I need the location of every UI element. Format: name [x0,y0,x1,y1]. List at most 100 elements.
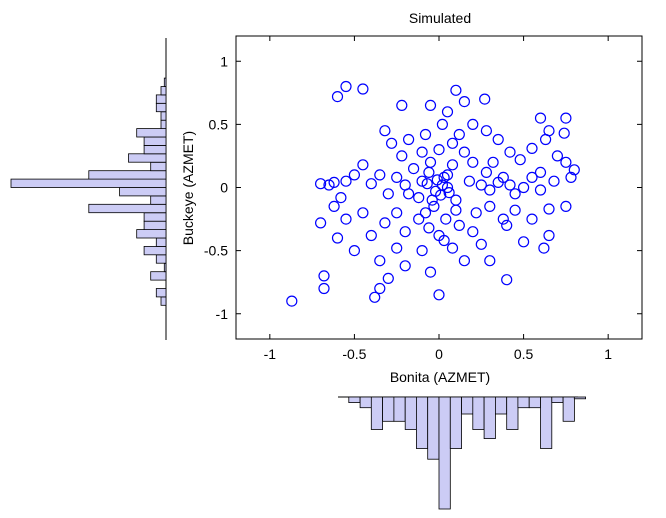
data-point [399,260,411,272]
data-point [379,217,391,229]
data-point [348,245,360,257]
data-point [504,146,516,158]
y-hist-bar [163,262,167,273]
data-point [331,90,344,103]
data-point [509,204,521,216]
data-point [446,159,459,171]
data-point [543,203,555,215]
x-hist-bar [528,396,541,409]
data-points [286,80,580,307]
y-hist-bar [155,94,167,104]
data-point [484,184,496,196]
y-hist-bar [160,296,167,306]
y-tick-label: 0 [220,180,228,196]
data-point [424,99,437,112]
data-point [446,242,459,254]
y-hist-bar [136,128,167,138]
data-point [426,194,438,206]
data-point [501,219,513,231]
x-hist-bar [427,396,440,460]
data-point [374,169,386,181]
data-point [382,272,394,284]
y-hist-bar [160,119,167,129]
data-point [467,226,479,238]
data-point [396,99,408,112]
x-hist-bar [506,396,519,430]
data-point [517,236,530,248]
data-point [318,270,330,282]
data-point [331,232,344,244]
data-point [340,80,352,93]
data-point [534,112,547,124]
x-hist-bar [472,396,485,430]
data-point [458,95,470,108]
data-point [419,128,432,141]
data-point [433,144,445,156]
data-point [379,125,391,137]
data-point [369,291,381,303]
data-point [501,274,513,286]
data-point [423,222,435,234]
data-point [568,164,580,176]
data-point [453,219,465,231]
data-point [480,166,492,178]
data-point [479,93,491,105]
data-point [396,150,408,162]
data-point [357,207,369,219]
x-hist-bar [348,396,361,403]
data-point [374,282,386,295]
data-point [416,175,428,187]
x-hist-bar [540,396,553,449]
y-hist-bar [88,203,167,214]
data-point [374,255,386,267]
y-axis-label: Buckeye (AZMET) [180,131,196,245]
y-tick-label: 0.5 [209,116,229,132]
data-point [421,178,433,190]
data-point [497,213,509,225]
data-point [335,192,347,204]
data-point [424,266,437,278]
y-hist-bar [143,245,167,256]
data-point [428,200,440,212]
data-point [403,188,415,200]
y-hist-bar [155,102,167,113]
data-point [340,213,352,225]
data-point [382,188,394,200]
x-hist-bar [461,396,474,415]
data-point [357,159,369,171]
data-point [315,217,327,229]
data-point [365,229,377,242]
x-tick-label: -0.5 [342,346,366,362]
x-hist-bar [404,396,417,430]
data-point [419,207,432,219]
data-point [441,106,454,118]
data-point [475,179,487,191]
x-hist-bar [494,396,508,415]
y-ticks: -1 -0.5 0 0.5 1 [204,53,642,322]
data-point [453,128,465,141]
x-hist-bar [359,396,372,409]
data-point [470,207,482,219]
data-point [365,178,377,190]
chart-title: Simulated [409,10,471,26]
y-tick-label: -1 [216,306,229,322]
y-hist-bar [143,220,167,230]
x-ticks: -1 -0.5 0 0.5 1 [264,36,612,362]
data-point [440,213,452,225]
x-tick-label: -1 [264,346,277,362]
data-point [391,242,403,254]
x-axis-label: Bonita (AZMET) [390,369,490,385]
data-point [526,171,538,183]
data-point [509,188,521,200]
data-point [315,178,327,190]
data-point [558,127,570,139]
data-point [463,175,475,187]
data-point [413,213,425,225]
data-point [504,179,516,191]
data-point [538,242,550,254]
y-hist-bar [150,271,167,281]
x-hist-bar [393,396,406,422]
y-hist-bar [163,77,167,87]
y-hist-bar [119,187,167,197]
data-point [526,142,538,154]
